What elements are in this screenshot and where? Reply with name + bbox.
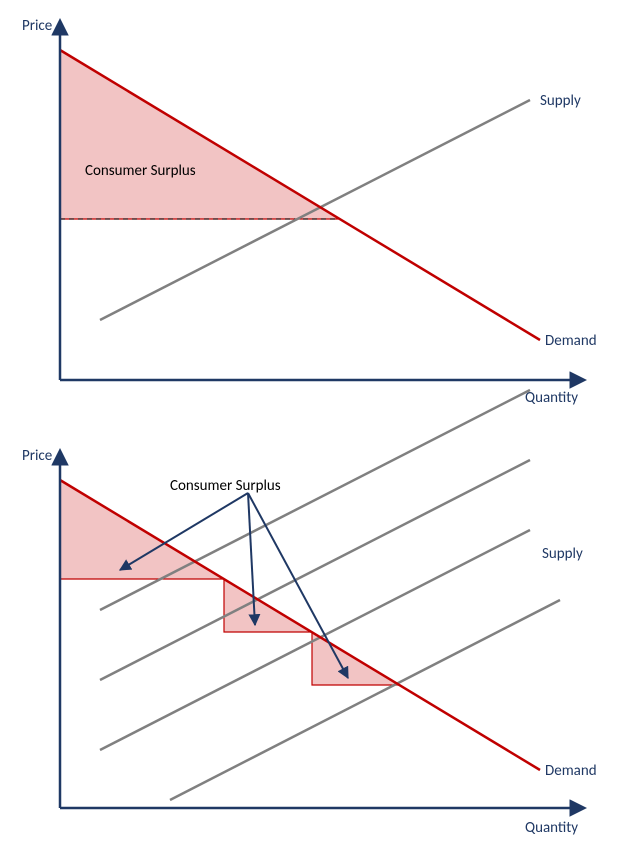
bottom-chart: Price Quantity Consumer Surplus Supply D… <box>22 390 597 837</box>
supply-label: Supply <box>542 545 583 563</box>
economics-diagram: Price Quantity Consumer Surplus Supply D… <box>0 0 640 854</box>
page: { "canvas": { "width": 640, "height": 85… <box>0 0 640 854</box>
consumer-surplus-label: Consumer Surplus <box>170 477 281 495</box>
demand-label: Demand <box>545 762 597 780</box>
y-axis-label: Price <box>22 17 52 35</box>
supply-line-3 <box>100 390 530 610</box>
top-chart: Price Quantity Consumer Surplus Supply D… <box>22 17 597 407</box>
supply-lines <box>100 390 560 800</box>
demand-line <box>60 480 540 770</box>
consumer-surplus-label: Consumer Surplus <box>85 162 196 180</box>
supply-label: Supply <box>540 92 581 110</box>
x-axis-label: Quantity <box>525 389 578 407</box>
callout-arrow-3 <box>248 493 348 678</box>
demand-label: Demand <box>545 332 597 350</box>
x-axis-label: Quantity <box>525 819 578 837</box>
y-axis-label: Price <box>22 447 52 465</box>
